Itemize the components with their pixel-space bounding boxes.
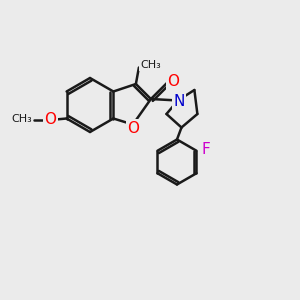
- Text: O: O: [128, 121, 140, 136]
- Text: O: O: [44, 112, 56, 127]
- Text: CH₃: CH₃: [12, 113, 33, 124]
- Text: F: F: [202, 142, 210, 157]
- Text: CH₃: CH₃: [140, 60, 161, 70]
- Text: O: O: [167, 74, 179, 88]
- Text: N: N: [174, 94, 185, 109]
